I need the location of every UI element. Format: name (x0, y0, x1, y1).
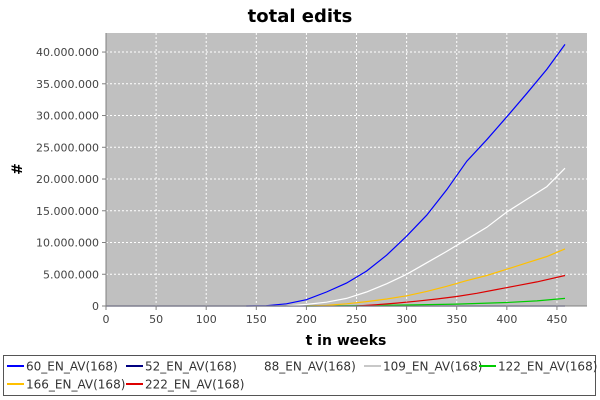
legend-swatch (364, 364, 381, 367)
legend-label: 222_EN_AV(168) (145, 377, 245, 392)
legend-swatch (7, 364, 24, 367)
plot-area (106, 33, 587, 306)
series-line-166-en-av-168 (306, 248, 566, 307)
legend-item-166-en-av-168: 166_EN_AV(168) (7, 377, 125, 392)
legend-swatch (126, 364, 143, 367)
legend-label: 122_EN_AV(168) (498, 359, 598, 374)
legend: 60_EN_AV(168) 52_EN_AV(168) 88_EN_AV(168) 1… (3, 355, 597, 396)
chart-title: total edits (248, 6, 353, 27)
legend-item-88-en-av-168: 88_EN_AV(168) (245, 359, 356, 374)
x-tick-label: 50 (149, 313, 163, 326)
legend-item-60-en-av-168: 60_EN_AV(168) (7, 359, 118, 374)
y-axis-label: # (10, 163, 26, 175)
series-line-222-en-av-168 (356, 274, 566, 307)
legend-item-122-en-av-168: 122_EN_AV(168) (479, 359, 597, 374)
legend-label: 52_EN_AV(168) (145, 359, 237, 374)
legend-item-109-en-av-168: 109_EN_AV(168) (364, 359, 482, 374)
x-tick-label: 200 (296, 313, 317, 326)
y-axis-ticks: 0 5.000.000 10.000.000 15.000.000 20.000.000… (36, 46, 106, 313)
legend-label: 60_EN_AV(168) (26, 359, 118, 374)
x-tick-label: 400 (496, 313, 517, 326)
x-axis-ticks: 0 50 100 150 200 250 300 350 400 450 (103, 306, 567, 326)
x-tick-label: 250 (346, 313, 367, 326)
x-tick-label: 450 (546, 313, 567, 326)
y-tick-label: 40.000.000 (36, 46, 99, 59)
series-line-88-en-av-168 (286, 167, 566, 307)
y-tick-label: 15.000.000 (36, 205, 99, 218)
x-tick-label: 300 (396, 313, 417, 326)
grid-lines (106, 33, 587, 306)
legend-swatch (245, 364, 262, 367)
y-tick-label: 30.000.000 (36, 110, 99, 123)
y-tick-label: 20.000.000 (36, 173, 99, 186)
legend-label: 166_EN_AV(168) (26, 377, 126, 392)
legend-swatch (479, 364, 496, 367)
x-tick-label: 0 (103, 313, 110, 326)
series-line-60-en-av-168 (246, 44, 566, 307)
y-tick-label: 10.000.000 (36, 237, 99, 250)
x-axis-label: t in weeks (306, 333, 387, 349)
y-tick-label: 0 (92, 300, 99, 313)
legend-label: 109_EN_AV(168) (383, 359, 483, 374)
y-tick-label: 35.000.000 (36, 78, 99, 91)
x-tick-label: 350 (446, 313, 467, 326)
x-tick-label: 150 (246, 313, 267, 326)
legend-swatch (126, 382, 143, 385)
legend-swatch (7, 382, 24, 385)
x-tick-label: 100 (196, 313, 217, 326)
y-tick-label: 25.000.000 (36, 141, 99, 154)
legend-item-52-en-av-168: 52_EN_AV(168) (126, 359, 237, 374)
legend-label: 88_EN_AV(168) (264, 359, 356, 374)
y-tick-label: 5.000.000 (43, 268, 99, 281)
legend-item-222-en-av-168: 222_EN_AV(168) (126, 377, 244, 392)
